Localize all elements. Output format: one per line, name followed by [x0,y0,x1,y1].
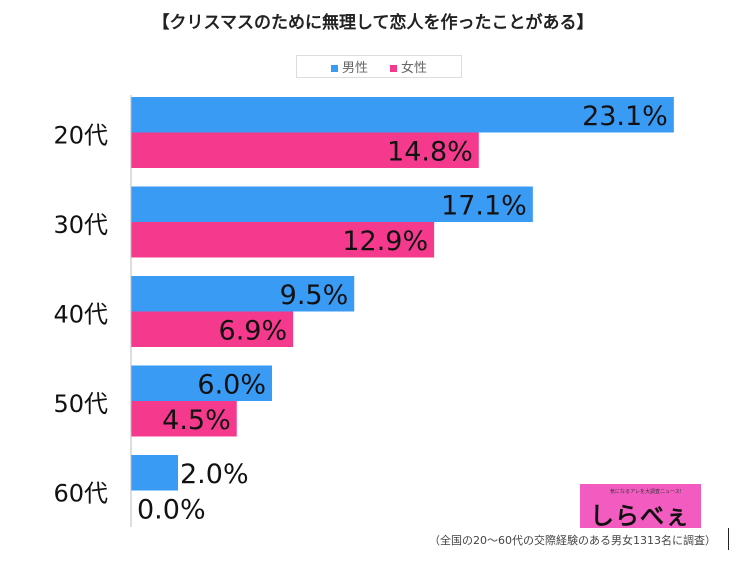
data-label: 0.0% [137,494,206,525]
legend-label: 男性 [341,61,368,76]
logo-tagline: 気になるアレを大調査ニュース! [610,489,682,495]
bar-female [131,222,435,258]
bar-male [131,365,272,401]
data-label: 4.5% [162,405,231,436]
bar-female [131,401,237,437]
bar-female [131,132,479,168]
shirabee-logo: 気になるアレを大調査ニュース! しらべぇ [580,484,701,530]
data-label: 6.0% [197,369,266,400]
category-label: 50代 [53,390,108,418]
bar-male [131,186,533,222]
data-label: 6.9% [219,315,288,346]
data-label: 23.1% [582,101,668,132]
category-label: 60代 [53,480,108,508]
bar-male [131,455,178,491]
footnote: （全国の20〜60代の交際経験のある男女1313名に調査） [429,534,716,547]
legend-item-male: 男性 [330,57,368,76]
data-label: 2.0% [180,459,249,490]
bar-male [131,276,355,312]
bar-female [131,311,294,347]
category-label: 30代 [53,211,108,239]
data-label: 14.8% [387,136,473,167]
category-label: 40代 [53,301,108,329]
data-label: 9.5% [280,280,349,311]
legend-item-female: 女性 [390,57,427,76]
legend-label: 女性 [401,61,428,76]
chart-title: 【クリスマスのために無理して恋人を作ったことがある】 [152,13,594,33]
bar-male [131,97,674,133]
legend-swatch [390,65,397,72]
data-label: 17.1% [441,190,527,221]
data-label: 12.9% [342,226,428,257]
divider [728,528,729,550]
category-label: 20代 [53,122,108,150]
logo-name: しらべぇ [590,502,690,530]
legend-swatch [330,65,338,72]
legend: 男性 女性 [296,55,462,78]
